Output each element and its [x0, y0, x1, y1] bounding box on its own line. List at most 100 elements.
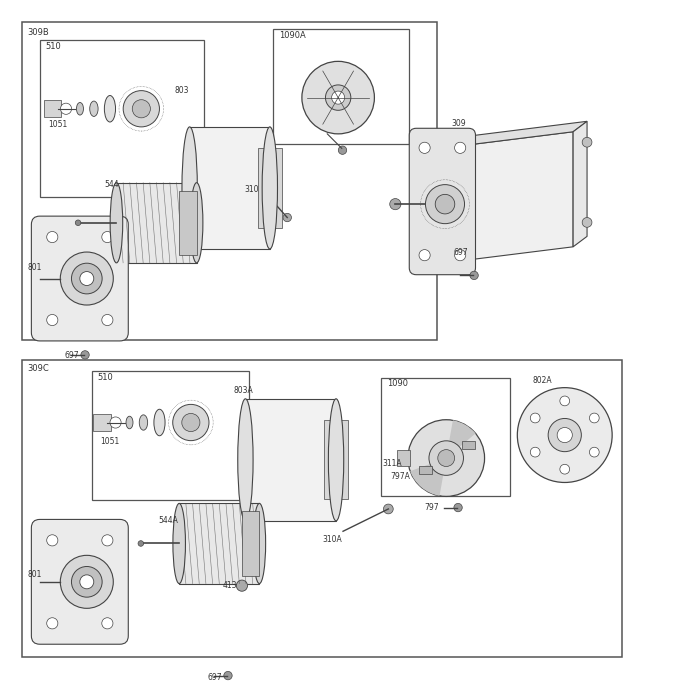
Circle shape [60, 252, 113, 305]
Bar [419, 466, 432, 474]
Circle shape [531, 447, 540, 457]
Text: 310A: 310A [322, 535, 342, 544]
Bar [398, 449, 410, 466]
Bar [179, 503, 260, 584]
Bar [92, 371, 249, 500]
Ellipse shape [110, 183, 122, 262]
Circle shape [589, 413, 599, 423]
Text: 801: 801 [28, 570, 42, 579]
Ellipse shape [328, 399, 344, 521]
Text: 311A: 311A [382, 459, 402, 468]
Text: 803A: 803A [234, 386, 253, 395]
Bar [324, 420, 349, 500]
Bar [179, 190, 197, 255]
Bar [93, 414, 111, 431]
Circle shape [582, 218, 592, 228]
Text: 1090: 1090 [387, 379, 408, 388]
Circle shape [47, 232, 58, 243]
Circle shape [589, 447, 599, 457]
Circle shape [438, 449, 455, 466]
Text: 510: 510 [46, 42, 61, 51]
Circle shape [548, 419, 581, 452]
Circle shape [429, 441, 463, 475]
Circle shape [71, 566, 102, 597]
Circle shape [102, 232, 113, 243]
Text: 544: 544 [104, 180, 119, 188]
Ellipse shape [104, 95, 116, 122]
Circle shape [560, 396, 570, 406]
Text: 697: 697 [453, 248, 468, 257]
Text: 1090A: 1090A [279, 31, 306, 40]
Bar [22, 360, 622, 657]
Circle shape [182, 414, 200, 432]
Text: 797: 797 [425, 503, 439, 512]
Text: 309: 309 [451, 119, 466, 128]
Circle shape [419, 250, 430, 261]
Circle shape [102, 314, 113, 326]
Circle shape [283, 214, 291, 222]
Circle shape [426, 185, 465, 224]
Circle shape [138, 540, 144, 546]
Circle shape [47, 535, 58, 546]
Ellipse shape [76, 102, 83, 115]
Bar [462, 441, 475, 449]
Text: 697: 697 [64, 351, 79, 360]
Circle shape [390, 199, 401, 210]
Circle shape [326, 85, 351, 111]
Ellipse shape [173, 503, 186, 584]
Circle shape [224, 671, 232, 680]
Bar [40, 40, 204, 197]
Ellipse shape [90, 101, 98, 116]
Text: 309B: 309B [27, 27, 49, 36]
Circle shape [454, 250, 466, 261]
Circle shape [76, 220, 81, 225]
Bar [116, 183, 197, 262]
Bar [22, 22, 437, 339]
Bar [258, 148, 282, 228]
Ellipse shape [154, 410, 165, 436]
Circle shape [435, 195, 455, 214]
Bar [273, 29, 410, 144]
Bar [242, 512, 260, 575]
Circle shape [47, 617, 58, 629]
Bar [190, 127, 270, 249]
Circle shape [81, 351, 89, 359]
Ellipse shape [253, 503, 265, 584]
Circle shape [338, 146, 346, 155]
Circle shape [419, 142, 430, 153]
FancyBboxPatch shape [32, 519, 128, 644]
FancyBboxPatch shape [32, 216, 128, 341]
Circle shape [332, 91, 344, 104]
Circle shape [237, 580, 248, 592]
Ellipse shape [126, 416, 133, 429]
Circle shape [71, 263, 102, 294]
Text: 309C: 309C [27, 363, 49, 372]
Circle shape [80, 575, 94, 589]
Circle shape [582, 137, 592, 147]
Text: 310: 310 [244, 185, 258, 194]
Ellipse shape [182, 127, 197, 249]
Bar [382, 378, 510, 496]
Circle shape [60, 555, 113, 608]
Circle shape [470, 271, 478, 279]
Ellipse shape [190, 183, 203, 262]
Text: 803: 803 [174, 86, 189, 95]
Polygon shape [461, 121, 587, 146]
Circle shape [47, 314, 58, 326]
Circle shape [60, 103, 71, 114]
Ellipse shape [238, 399, 253, 521]
Bar [43, 100, 61, 117]
Text: 797A: 797A [391, 472, 410, 481]
Circle shape [173, 405, 209, 440]
Circle shape [123, 90, 160, 127]
Ellipse shape [139, 415, 148, 430]
Circle shape [132, 99, 150, 118]
Circle shape [80, 272, 94, 286]
Circle shape [102, 617, 113, 629]
Wedge shape [410, 458, 446, 496]
Text: 1051: 1051 [100, 438, 120, 447]
Ellipse shape [262, 127, 277, 249]
Wedge shape [446, 420, 475, 458]
Circle shape [560, 464, 570, 474]
Bar [246, 399, 336, 521]
